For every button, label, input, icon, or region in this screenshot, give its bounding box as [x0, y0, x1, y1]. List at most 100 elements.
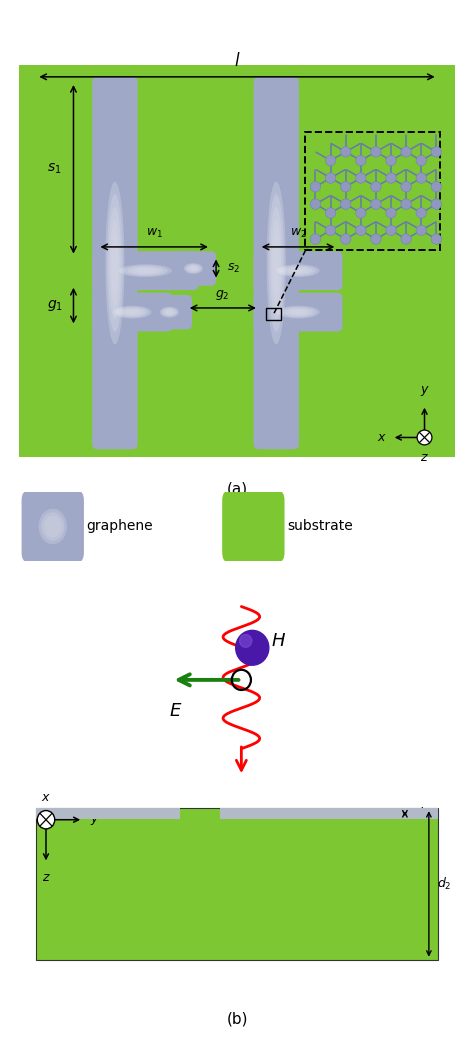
Circle shape — [416, 173, 427, 183]
FancyBboxPatch shape — [92, 251, 199, 290]
Circle shape — [371, 147, 381, 157]
Circle shape — [386, 155, 396, 165]
Text: substrate: substrate — [287, 520, 353, 533]
Ellipse shape — [270, 207, 283, 319]
Ellipse shape — [113, 306, 152, 318]
Ellipse shape — [267, 181, 286, 345]
Circle shape — [386, 173, 396, 183]
Circle shape — [401, 234, 411, 245]
Text: $l$: $l$ — [234, 52, 240, 70]
Circle shape — [325, 226, 336, 236]
Circle shape — [386, 226, 396, 236]
Circle shape — [356, 155, 366, 165]
Ellipse shape — [105, 181, 125, 345]
FancyBboxPatch shape — [92, 77, 137, 449]
Ellipse shape — [123, 309, 142, 315]
Ellipse shape — [187, 265, 200, 272]
Circle shape — [386, 208, 396, 218]
Ellipse shape — [268, 194, 284, 332]
Circle shape — [356, 226, 366, 236]
Ellipse shape — [271, 219, 281, 307]
Text: $g_2$: $g_2$ — [215, 288, 230, 301]
Ellipse shape — [44, 515, 62, 538]
Ellipse shape — [116, 307, 148, 317]
Ellipse shape — [276, 265, 319, 277]
Bar — [219, 808, 438, 819]
Circle shape — [431, 181, 442, 192]
Text: $d_1$: $d_1$ — [414, 805, 428, 822]
Circle shape — [401, 181, 411, 192]
Ellipse shape — [128, 267, 163, 275]
Circle shape — [431, 234, 442, 245]
Circle shape — [356, 173, 366, 183]
Circle shape — [240, 635, 252, 647]
Circle shape — [356, 208, 366, 218]
Text: $\mathbf{\mathit{H}}$: $\mathbf{\mathit{H}}$ — [271, 632, 286, 650]
Bar — [266, 308, 281, 319]
Ellipse shape — [287, 268, 309, 274]
Circle shape — [310, 181, 321, 192]
Bar — [36, 808, 438, 959]
FancyBboxPatch shape — [254, 77, 299, 449]
Ellipse shape — [185, 264, 201, 273]
FancyBboxPatch shape — [254, 293, 343, 332]
Circle shape — [401, 199, 411, 210]
Circle shape — [371, 181, 381, 192]
Text: $\mathbf{\mathit{E}}$: $\mathbf{\mathit{E}}$ — [169, 702, 182, 720]
FancyBboxPatch shape — [22, 491, 84, 562]
Circle shape — [416, 155, 427, 165]
Ellipse shape — [119, 308, 145, 316]
Text: $d_2$: $d_2$ — [437, 876, 451, 892]
Text: $z$: $z$ — [420, 450, 429, 464]
Text: $x$: $x$ — [377, 431, 387, 444]
Ellipse shape — [126, 310, 139, 314]
Ellipse shape — [111, 232, 118, 294]
Circle shape — [340, 199, 351, 210]
Circle shape — [371, 199, 381, 210]
Ellipse shape — [287, 309, 309, 315]
Ellipse shape — [184, 264, 203, 274]
FancyBboxPatch shape — [92, 293, 173, 332]
Circle shape — [325, 208, 336, 218]
Ellipse shape — [38, 509, 67, 544]
Ellipse shape — [137, 269, 155, 273]
Ellipse shape — [280, 307, 316, 317]
Circle shape — [340, 181, 351, 192]
Text: graphene: graphene — [87, 520, 153, 533]
Circle shape — [236, 630, 269, 665]
Ellipse shape — [273, 232, 280, 294]
Ellipse shape — [280, 266, 316, 276]
Text: $w_1$: $w_1$ — [146, 228, 163, 240]
Ellipse shape — [190, 267, 197, 271]
Circle shape — [340, 147, 351, 157]
Ellipse shape — [41, 512, 64, 541]
Text: $w_2$: $w_2$ — [290, 228, 307, 240]
FancyBboxPatch shape — [147, 295, 192, 329]
Circle shape — [325, 173, 336, 183]
Circle shape — [371, 234, 381, 245]
Ellipse shape — [119, 265, 172, 277]
Circle shape — [401, 147, 411, 157]
Text: (a): (a) — [227, 481, 247, 496]
Ellipse shape — [283, 267, 312, 275]
Circle shape — [310, 234, 321, 245]
Circle shape — [37, 811, 55, 828]
Circle shape — [431, 147, 442, 157]
Ellipse shape — [276, 306, 319, 318]
Ellipse shape — [123, 266, 167, 276]
Ellipse shape — [107, 194, 123, 332]
Ellipse shape — [291, 269, 306, 273]
Text: $x$: $x$ — [41, 790, 51, 803]
Text: $y$: $y$ — [419, 385, 429, 398]
Ellipse shape — [160, 307, 179, 317]
Ellipse shape — [161, 308, 177, 316]
Circle shape — [310, 199, 321, 210]
Ellipse shape — [189, 266, 198, 271]
Circle shape — [431, 199, 442, 210]
Circle shape — [417, 430, 432, 445]
Text: $y$: $y$ — [90, 813, 100, 826]
Circle shape — [340, 234, 351, 245]
Ellipse shape — [109, 207, 121, 319]
Ellipse shape — [163, 309, 176, 316]
Ellipse shape — [110, 219, 120, 307]
